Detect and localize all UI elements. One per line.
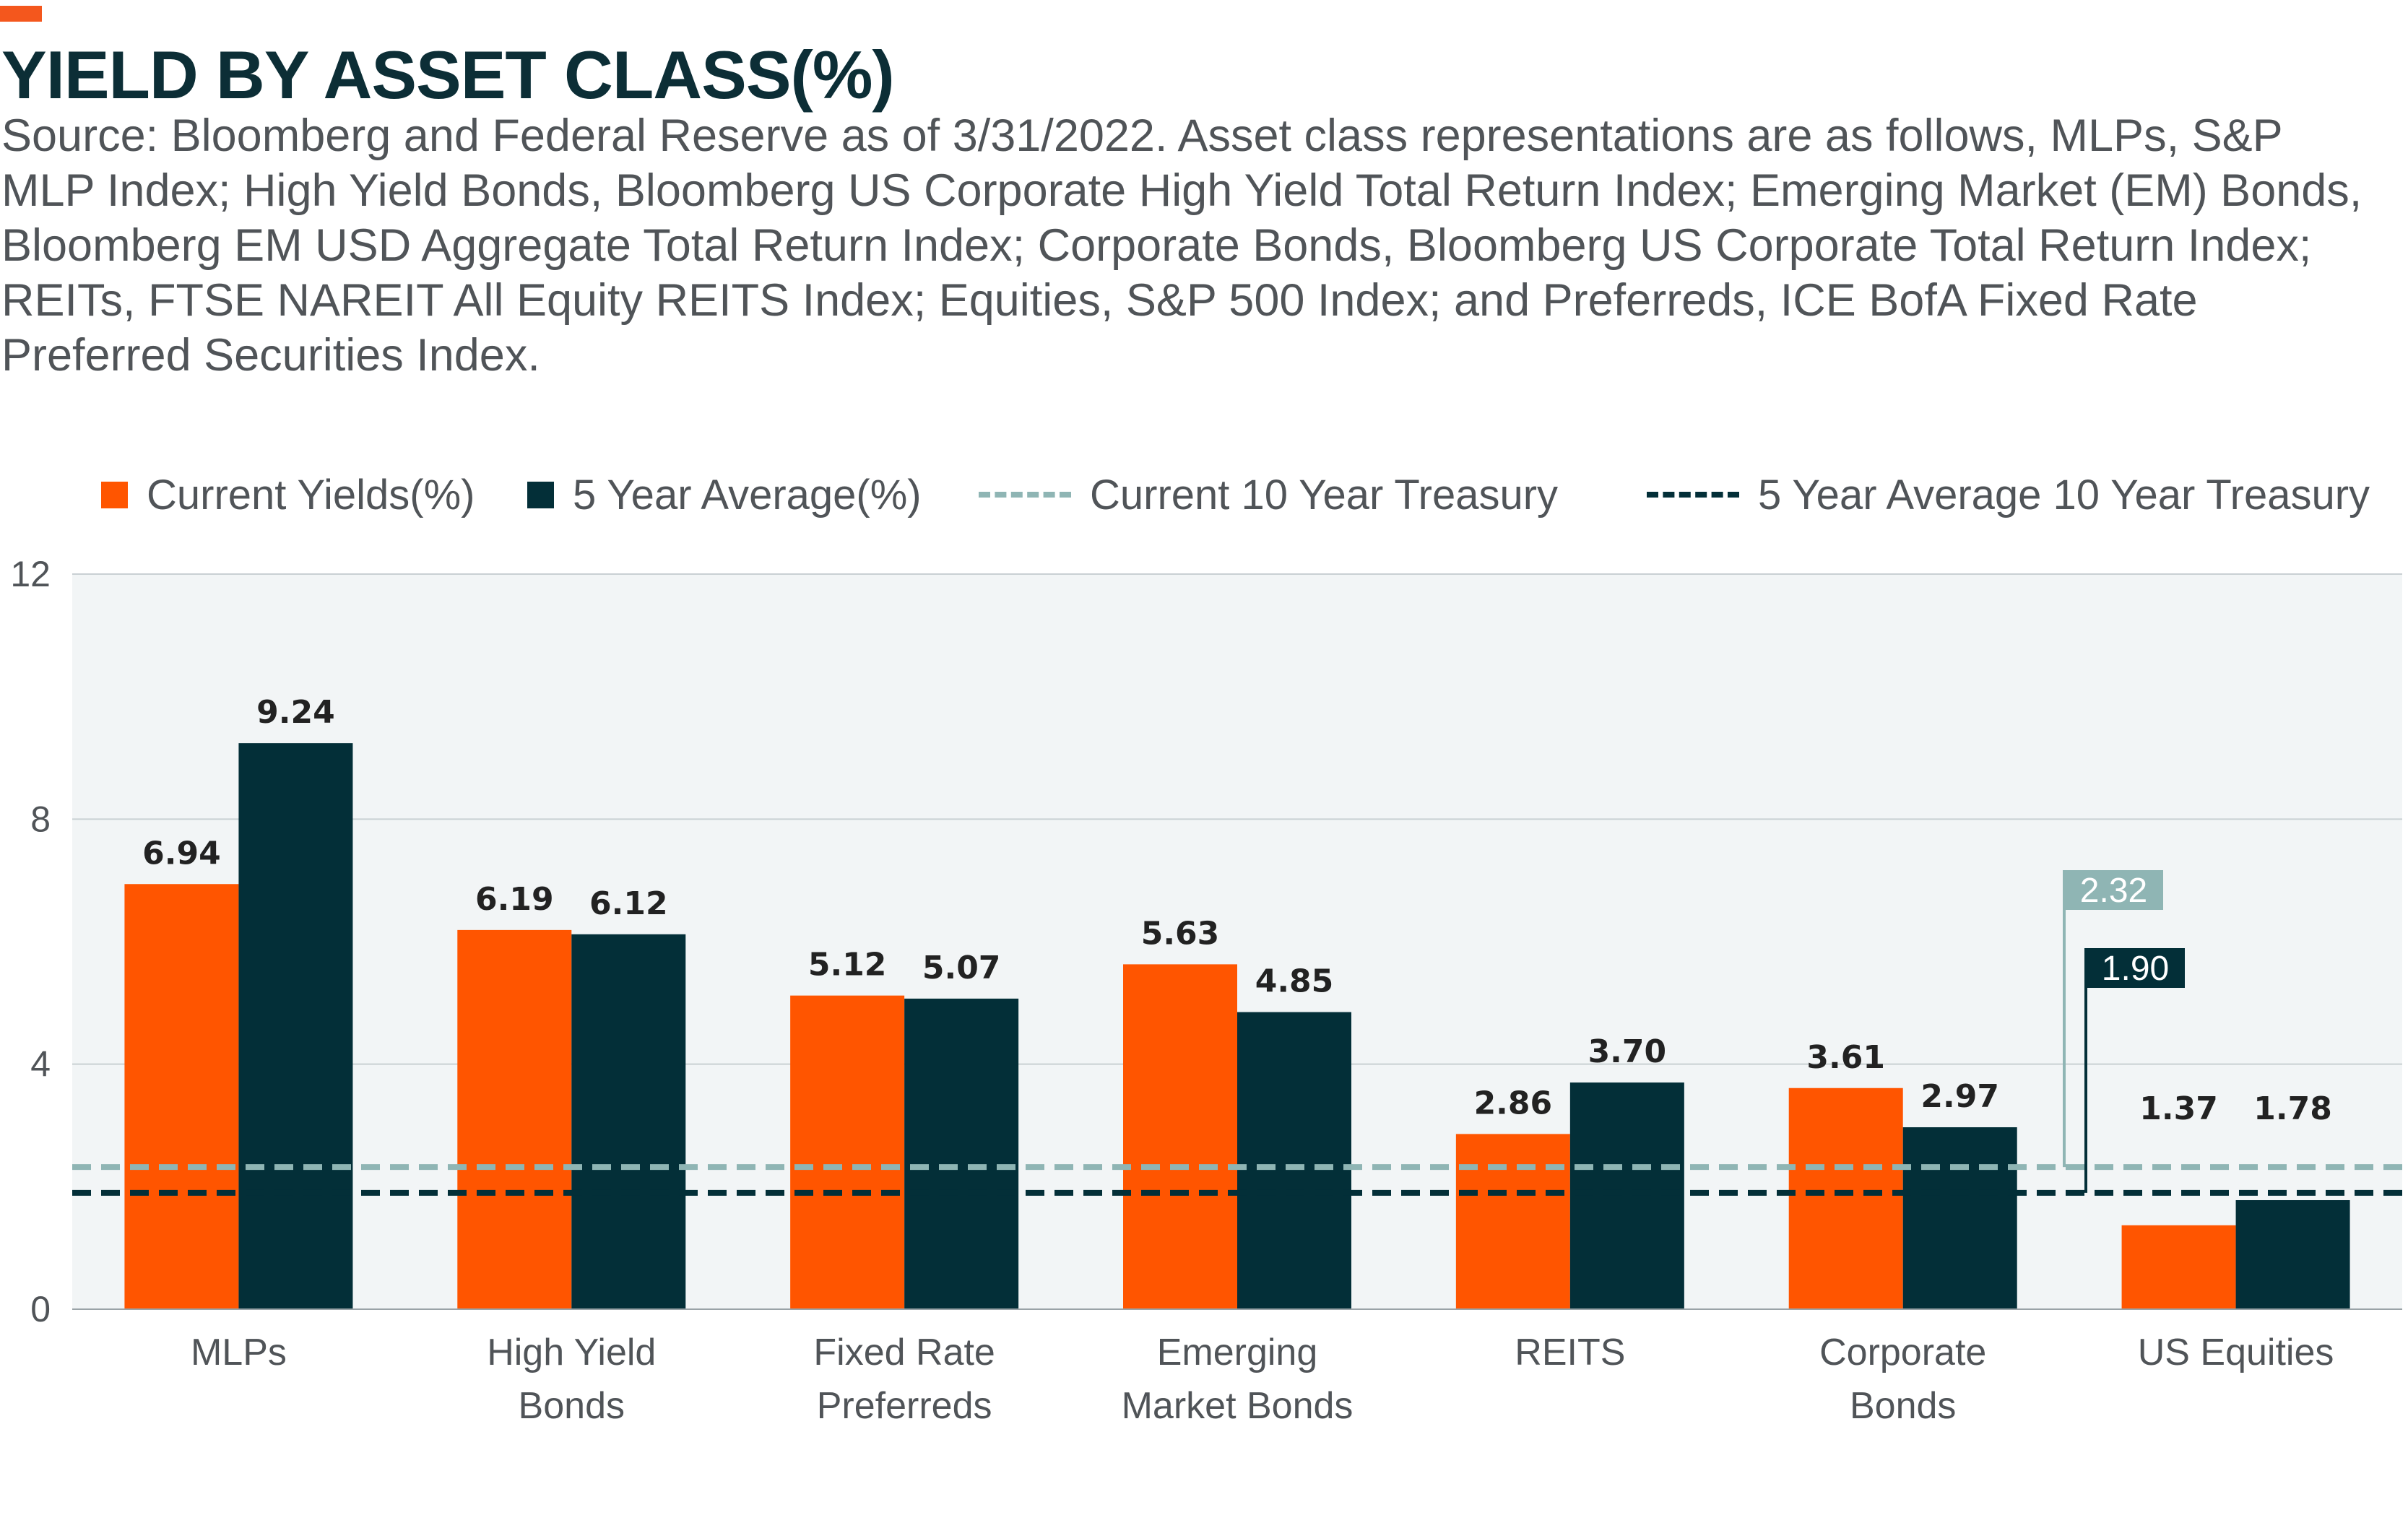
legend-label-current-yields: Current Yields(%) xyxy=(147,471,475,518)
data-label: 5.63 xyxy=(1141,915,1220,952)
y-tick-label: 12 xyxy=(10,554,51,594)
data-label: 5.12 xyxy=(808,947,887,984)
category-label: Bonds xyxy=(519,1385,625,1427)
data-label: 2.97 xyxy=(1920,1078,1999,1115)
category-label: Bonds xyxy=(1850,1385,1956,1427)
category-label: Preferreds xyxy=(817,1385,992,1427)
bar-current-4 xyxy=(1455,1134,1570,1309)
current-treasury-tag xyxy=(2064,870,2163,910)
legend-item-avg-treasury: 5 Year Average 10 Year Treasury xyxy=(1647,462,2370,527)
bar-current-1 xyxy=(457,929,572,1309)
bar-average-3 xyxy=(1237,1012,1351,1309)
avg-treasury-tag xyxy=(2086,948,2185,988)
bar-average-1 xyxy=(571,934,686,1309)
data-label: 9.24 xyxy=(256,694,335,731)
bar-average-4 xyxy=(1569,1082,1684,1309)
legend-label-five-year-average: 5 Year Average(%) xyxy=(573,471,922,518)
data-label: 1.37 xyxy=(2139,1090,2218,1127)
category-label: Market Bonds xyxy=(1122,1385,1354,1427)
bar-average-6 xyxy=(2235,1199,2350,1309)
legend-swatch-current-yields xyxy=(101,481,128,508)
category-label: Fixed Rate xyxy=(813,1332,995,1373)
data-label: 6.12 xyxy=(589,885,668,922)
bar-current-0 xyxy=(124,884,239,1309)
data-label: 6.94 xyxy=(142,835,221,872)
category-label: REITS xyxy=(1515,1332,1625,1373)
category-label: High Yield xyxy=(487,1332,656,1373)
legend-line-avg-treasury xyxy=(1647,492,1739,498)
legend-item-current-yields: Current Yields(%) xyxy=(101,462,475,527)
y-tick-label: 4 xyxy=(30,1044,51,1085)
data-label: 4.85 xyxy=(1255,963,1334,1000)
bar-current-6 xyxy=(2121,1225,2236,1309)
data-label: 5.07 xyxy=(922,950,1001,986)
bar-current-3 xyxy=(1123,964,1237,1309)
category-label: MLPs xyxy=(191,1332,287,1373)
data-label: 3.70 xyxy=(1588,1033,1667,1070)
y-tick-label: 0 xyxy=(30,1289,51,1329)
bar-average-0 xyxy=(238,743,353,1309)
bar-current-5 xyxy=(1788,1088,1903,1309)
bar-current-2 xyxy=(790,995,905,1309)
y-tick-label: 8 xyxy=(30,799,51,839)
legend-label-avg-treasury: 5 Year Average 10 Year Treasury xyxy=(1758,471,2370,518)
bar-average-2 xyxy=(904,998,1019,1309)
data-label: 3.61 xyxy=(1806,1039,1885,1076)
legend-item-five-year-average: 5 Year Average(%) xyxy=(527,462,922,527)
category-label: US Equities xyxy=(2138,1332,2334,1373)
chart-source-note: Source: Bloomberg and Federal Reserve as… xyxy=(1,110,2362,381)
brand-accent-bar xyxy=(0,6,42,22)
legend-line-current-treasury xyxy=(979,492,1071,498)
data-label: 6.19 xyxy=(475,881,554,918)
legend-item-current-treasury: Current 10 Year Treasury xyxy=(979,462,1558,527)
legend-label-current-treasury: Current 10 Year Treasury xyxy=(1090,471,1559,518)
legend-swatch-five-year-average xyxy=(527,481,554,508)
chart-title: YIELD BY ASSET CLASS(%) xyxy=(1,37,895,113)
data-label: 2.86 xyxy=(1474,1085,1553,1121)
category-label: Emerging xyxy=(1157,1332,1318,1373)
bar-average-5 xyxy=(1902,1127,2017,1309)
category-label: Corporate xyxy=(1819,1332,1986,1373)
data-label: 1.78 xyxy=(2253,1090,2332,1127)
treasury-value-label: 2.32 xyxy=(2080,872,2147,910)
treasury-value-label: 1.90 xyxy=(2102,950,2169,988)
